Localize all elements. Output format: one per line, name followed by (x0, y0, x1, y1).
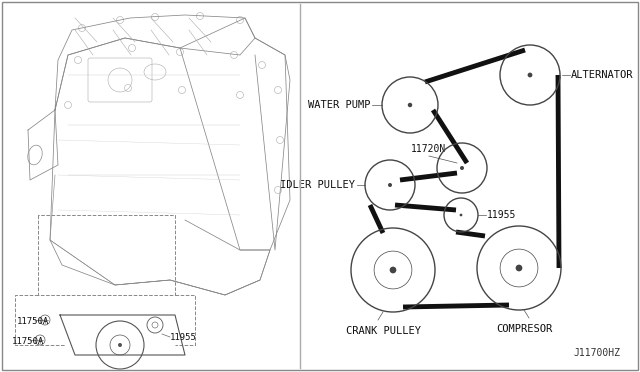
Text: 11955: 11955 (170, 333, 197, 341)
Circle shape (527, 73, 532, 77)
Circle shape (460, 214, 462, 217)
Text: 11750A: 11750A (17, 317, 49, 326)
Text: IDLER PULLEY: IDLER PULLEY (280, 180, 355, 190)
Circle shape (118, 343, 122, 347)
Circle shape (408, 103, 412, 107)
Circle shape (460, 166, 464, 170)
Text: 11750A: 11750A (12, 337, 44, 346)
Text: J11700HZ: J11700HZ (573, 348, 620, 358)
Text: 11955: 11955 (487, 210, 516, 220)
Text: 11720N: 11720N (410, 144, 445, 154)
Text: CRANK PULLEY: CRANK PULLEY (346, 326, 420, 336)
Text: COMPRESOR: COMPRESOR (496, 324, 552, 334)
Text: ALTERNATOR: ALTERNATOR (571, 70, 634, 80)
Circle shape (388, 183, 392, 187)
Circle shape (516, 264, 522, 271)
Circle shape (390, 267, 396, 273)
Text: WATER PUMP: WATER PUMP (308, 100, 371, 110)
